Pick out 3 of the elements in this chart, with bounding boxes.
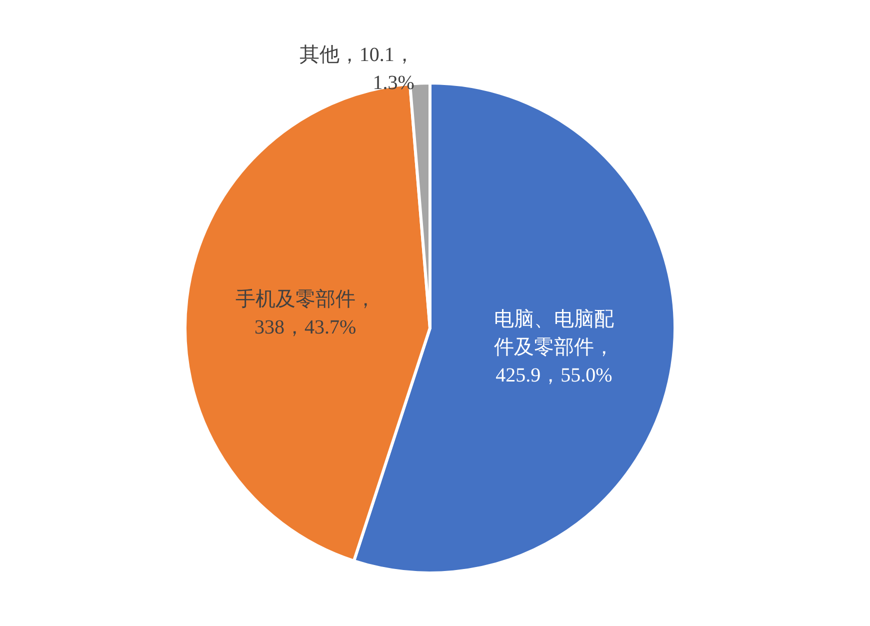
slice-label: 电脑、电脑配件及零部件，425.9，55.0% — [494, 308, 614, 387]
slice-label: 手机及零部件，338，43.7% — [235, 288, 376, 338]
slice-label: 其他，10.1，1.3% — [299, 44, 414, 94]
